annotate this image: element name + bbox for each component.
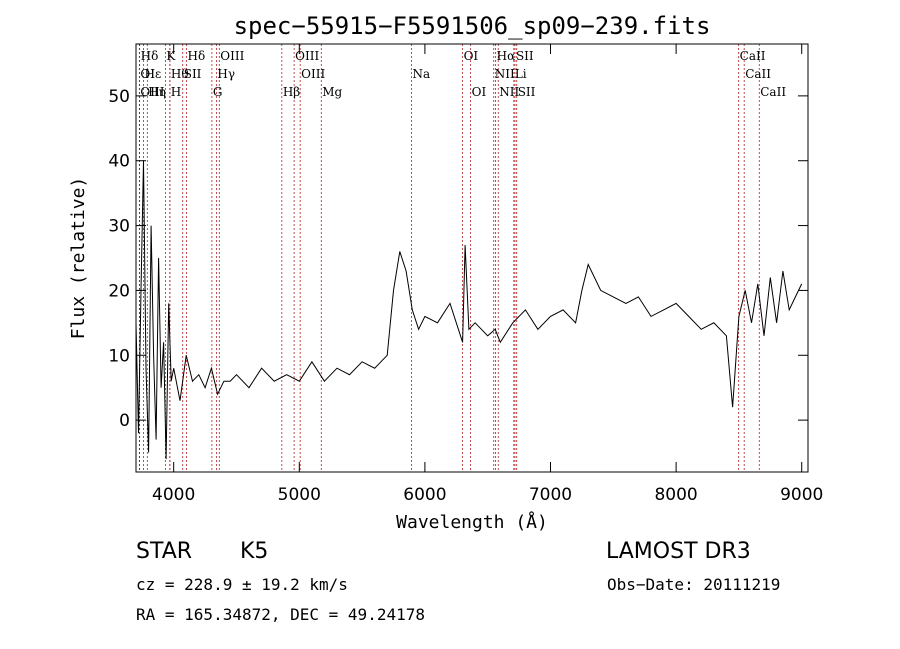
y-axis-ticks: 0 10 20 30 40 50 (108, 87, 808, 431)
x-tick-label-2: 6000 (403, 485, 446, 505)
object-type: STAR (136, 539, 192, 564)
line-label-1: OI (140, 67, 155, 81)
line-label-4: Hη (148, 85, 166, 99)
x-tick-label-1: 5000 (278, 485, 321, 505)
line-label-28: CaII (760, 85, 786, 99)
line-label-11: Hγ (217, 67, 235, 81)
line-label-7: H (171, 85, 181, 99)
line-label-0: Hδ (141, 49, 159, 63)
redshift-cz: cz = 228.9 ± 19.2 km/s (136, 575, 348, 594)
object-subclass: K5 (240, 539, 268, 564)
line-label-14: OIII (301, 67, 325, 81)
line-label-12: G (213, 85, 223, 99)
line-label-2: OIII (140, 85, 164, 99)
line-label-6: Hθ (171, 67, 189, 81)
x-axis-ticks: 4000 5000 6000 7000 8000 9000 (152, 44, 823, 505)
x-axis-label: Wavelength (Å) (396, 511, 548, 533)
spectrum-series (135, 160, 803, 460)
y-tick-label-4: 40 (108, 152, 130, 172)
line-label-25: SII (518, 85, 536, 99)
line-label-17: Na (412, 67, 430, 81)
x-tick-label-4: 8000 (654, 485, 697, 505)
x-tick-label-5: 9000 (780, 485, 823, 505)
chart-title: spec−55915−F5591506_sp09−239.fits (234, 12, 711, 40)
x-tick-label-0: 4000 (152, 485, 195, 505)
line-label-26: CaII (740, 49, 766, 63)
y-tick-label-0: 0 (119, 411, 130, 431)
plot-frame (135, 43, 809, 473)
survey-name: LAMOST DR3 (606, 539, 751, 564)
line-label-19: OI (472, 85, 487, 99)
line-label-24: Li (515, 67, 527, 81)
line-label-15: Hβ (283, 85, 300, 99)
line-label-20: Hα (497, 49, 516, 63)
y-tick-label-1: 10 (108, 346, 130, 366)
line-label-9: Hδ (187, 49, 205, 63)
line-label-13: OIII (295, 49, 319, 63)
line-label-21: NII (495, 67, 515, 81)
line-label-5: K (166, 49, 176, 63)
line-label-23: SII (516, 49, 534, 63)
coordinates: RA = 165.34872, DEC = 49.24178 (136, 605, 425, 624)
y-tick-label-3: 30 (108, 217, 130, 237)
spectrum-line (135, 160, 803, 460)
line-label-22: NII (499, 85, 519, 99)
y-axis-label: Flux (relative) (68, 177, 89, 340)
emission-line-markers (138, 44, 760, 472)
y-tick-label-5: 50 (108, 87, 130, 107)
line-label-27: CaII (745, 67, 771, 81)
line-label-10: OIII (220, 49, 244, 63)
line-label-3: Hε (145, 67, 162, 81)
x-tick-label-3: 7000 (529, 485, 572, 505)
line-label-16: Mg (322, 85, 342, 99)
line-label-8: SII (184, 67, 202, 81)
line-label-18: OI (464, 49, 479, 63)
observation-date: Obs−Date: 20111219 (607, 575, 780, 594)
y-tick-label-2: 20 (108, 281, 130, 301)
